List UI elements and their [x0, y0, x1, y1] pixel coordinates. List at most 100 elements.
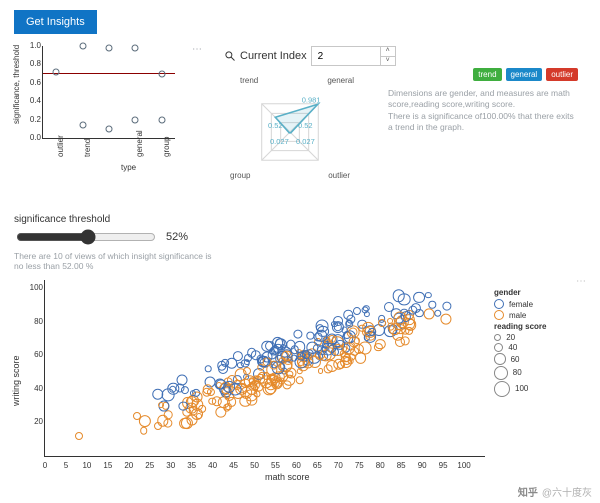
scatter-point [296, 376, 305, 385]
scatter-ytick: 20 [23, 417, 43, 426]
scatter-point [265, 341, 275, 351]
ellipsis-icon[interactable]: ⋯ [192, 44, 202, 55]
scatter-xtick: 95 [439, 461, 448, 470]
radar-axis-trend: trend [240, 76, 258, 85]
threshold-slider[interactable] [16, 229, 156, 245]
sigchart-refline [43, 73, 175, 74]
badge-trend: trend [473, 68, 501, 81]
scatter-ylabel: writing score [11, 355, 21, 406]
scatter-xtick: 60 [292, 461, 301, 470]
radar-axis-group: group [230, 171, 250, 180]
sigchart-point [106, 44, 113, 51]
sigchart-point [79, 122, 86, 129]
scatter-xtick: 15 [103, 461, 112, 470]
zhihu-icon: 知乎 [518, 484, 538, 499]
radar-axis-outlier: outlier [328, 171, 350, 180]
scatter-ytick: 80 [23, 317, 43, 326]
sigchart-point [132, 44, 139, 51]
scatter-point [414, 291, 426, 303]
legend-color-male: male [494, 310, 582, 320]
scatter-point [425, 292, 431, 298]
sigchart-ytick: 0.4 [23, 96, 41, 105]
top-panel: significance, threshold type 0.00.20.40.… [14, 44, 586, 214]
svg-text:0.52: 0.52 [268, 121, 283, 130]
threshold-label: significance threshold [14, 214, 214, 225]
legend-size-80: 80 [494, 366, 582, 380]
scatter-point [368, 328, 376, 336]
legend-size-60: 60 [494, 353, 582, 365]
scatter-point [254, 382, 263, 391]
scatter-legend: gender femalemale reading score 20406080… [494, 286, 582, 398]
scatter-xtick: 55 [271, 461, 280, 470]
sigchart-ytick: 0.8 [23, 59, 41, 68]
legend-size-20: 20 [494, 333, 582, 342]
scatter-xtick: 20 [124, 461, 133, 470]
scatter-xtick: 70 [334, 461, 343, 470]
threshold-slider-group: significance threshold 52% There are 10 … [14, 214, 214, 271]
get-insights-button[interactable]: Get Insights [14, 10, 97, 34]
sigchart-ytick: 0.2 [23, 115, 41, 124]
legend-color-female: female [494, 299, 582, 309]
scatter-xtick: 85 [397, 461, 406, 470]
scatter-xtick: 25 [145, 461, 154, 470]
scatter-chart: writing score math score 204060801000510… [14, 276, 586, 486]
scatter-point [347, 314, 356, 323]
insight-badges: trend generaloutlier [473, 68, 578, 81]
scatter-xtick: 40 [208, 461, 217, 470]
scatter-point [154, 422, 162, 430]
scatter-point [318, 368, 324, 374]
scatter-point [378, 319, 386, 327]
sigchart-point [132, 116, 139, 123]
threshold-value: 52% [166, 231, 188, 243]
badge-outlier: outlier [546, 68, 578, 81]
current-index-spinner[interactable]: ˄ ˅ [311, 46, 396, 66]
sigchart-xtick: trend [83, 139, 92, 157]
radar-chart: 0.520.520.9810.0270.027 trend general ou… [210, 74, 370, 194]
sigchart-point [158, 116, 165, 123]
sigchart-ytick: 0.0 [23, 133, 41, 142]
scatter-point [348, 328, 357, 337]
scatter-xtick: 0 [43, 461, 47, 470]
spinner-up-icon[interactable]: ˄ [381, 47, 395, 57]
svg-text:0.027: 0.027 [296, 137, 315, 146]
scatter-xtick: 90 [418, 461, 427, 470]
scatter-xtick: 80 [376, 461, 385, 470]
scatter-xtick: 50 [250, 461, 259, 470]
scatter-point [253, 391, 260, 398]
scatter-point [196, 413, 202, 419]
threshold-note: There are 10 of views of which insight s… [14, 251, 214, 271]
svg-text:0.52: 0.52 [298, 121, 313, 130]
sigchart-ytick: 0.6 [23, 78, 41, 87]
significance-chart: significance, threshold type 0.00.20.40.… [14, 44, 184, 162]
current-index-group: Current Index ˄ ˅ [224, 46, 396, 66]
scatter-point [215, 406, 226, 417]
scatter-point [169, 386, 177, 394]
scatter-point [384, 302, 394, 312]
desc-line-2: There is a significance of100.00% that t… [388, 111, 578, 134]
scatter-point [234, 368, 247, 381]
sigchart-point [106, 125, 113, 132]
scatter-xtick: 75 [355, 461, 364, 470]
scatter-xtick: 35 [187, 461, 196, 470]
current-index-label: Current Index [240, 50, 307, 62]
scatter-point [294, 330, 303, 339]
scatter-point [158, 402, 164, 408]
scatter-point [395, 337, 405, 347]
scatter-point [164, 410, 173, 419]
scatter-point [253, 376, 260, 383]
legend-color-header: gender [494, 288, 582, 297]
scatter-point [224, 393, 230, 399]
scatter-xtick: 45 [229, 461, 238, 470]
sigchart-point [158, 70, 165, 77]
current-index-input[interactable] [312, 47, 380, 65]
scatter-xtick: 30 [166, 461, 175, 470]
scatter-point [440, 313, 451, 324]
scatter-plot-area: math score 20406080100051015202530354045… [44, 280, 485, 457]
spinner-down-icon[interactable]: ˅ [381, 57, 395, 66]
scatter-point [424, 309, 435, 320]
scatter-point [75, 432, 83, 440]
scatter-point [353, 307, 361, 315]
scatter-point [205, 365, 212, 372]
badge-general: general [506, 68, 543, 81]
sigchart-ylabel: significance, threshold [12, 45, 21, 124]
